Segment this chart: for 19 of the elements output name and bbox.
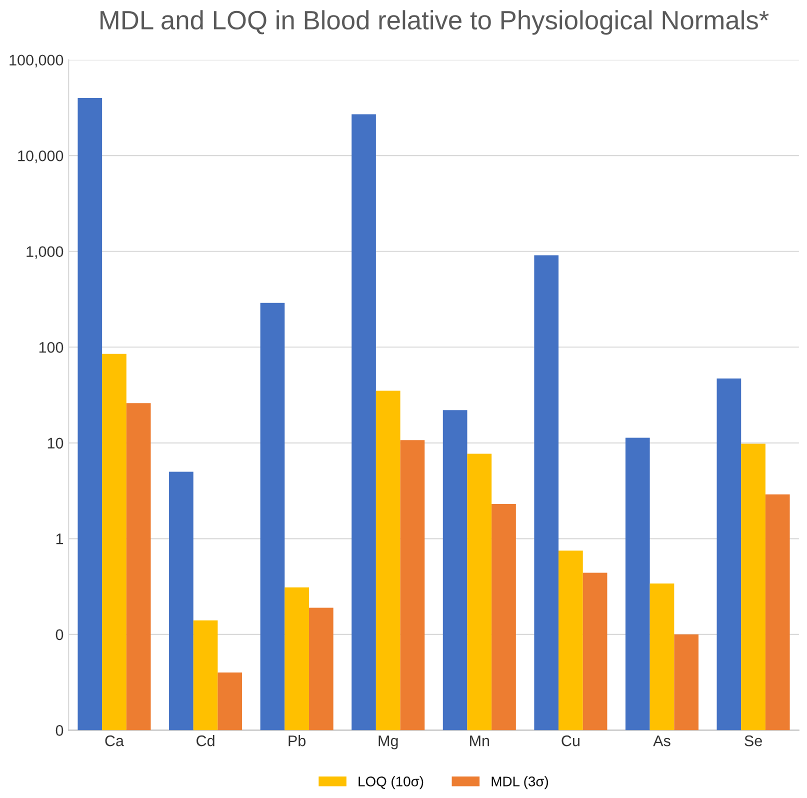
x-tick-label: Cu — [562, 735, 580, 746]
y-tick-label: 1 — [56, 534, 63, 544]
y-tick-label: 0 — [56, 725, 64, 736]
y-tick-label: 10 — [48, 438, 64, 449]
legend-label: MDL (3σ) — [492, 776, 548, 790]
y-tick-label: 100,000 — [10, 54, 64, 68]
y-tick-label: 0 — [56, 629, 64, 640]
x-tick-label: Ca — [105, 735, 124, 746]
y-tick-label: 1,000 — [26, 246, 64, 259]
x-tick-label: Pb — [288, 735, 306, 746]
legend-label: LOQ (10σ) — [358, 776, 424, 790]
x-tick-label: As — [653, 736, 670, 746]
x-tick-label: Mg — [378, 736, 398, 750]
y-tick-label: 10,000 — [18, 150, 64, 164]
y-tick-label: 100 — [39, 342, 64, 353]
chart-title: MDL and LOQ in Blood relative to Physiological Normals* — [100, 10, 769, 35]
x-tick-label: Se — [744, 735, 762, 746]
x-tick-label: Mn — [470, 736, 490, 746]
x-tick-label: Cd — [196, 735, 214, 746]
